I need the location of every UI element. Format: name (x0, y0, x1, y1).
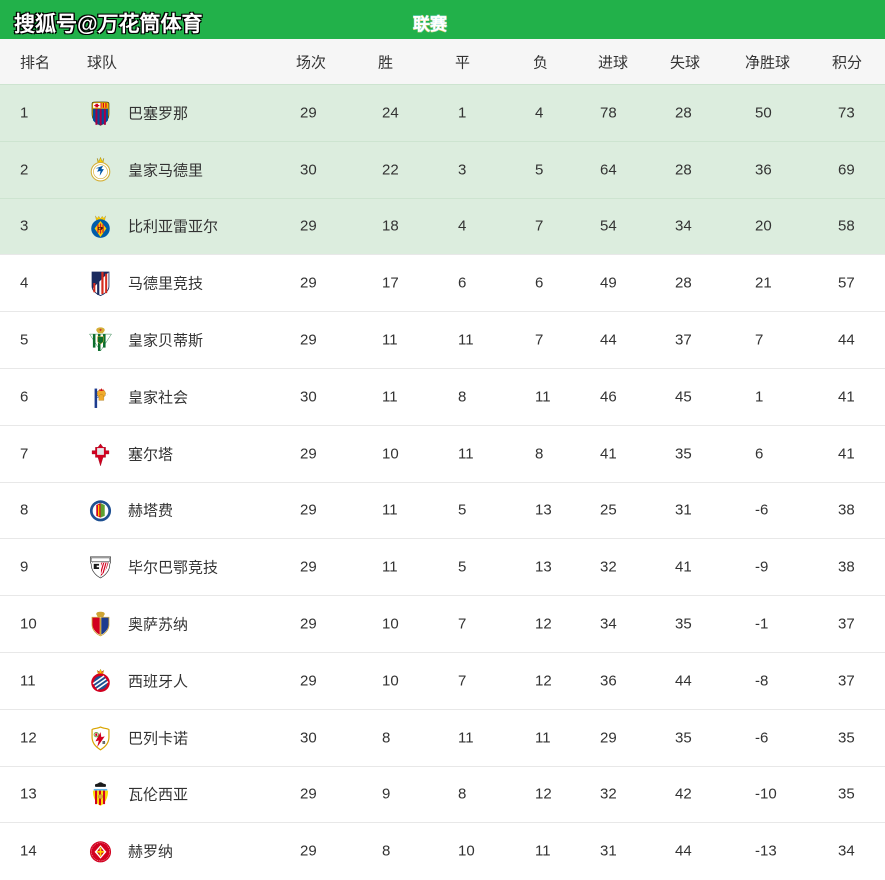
svg-text:B: B (102, 740, 105, 745)
svg-text:CF: CF (98, 227, 104, 232)
